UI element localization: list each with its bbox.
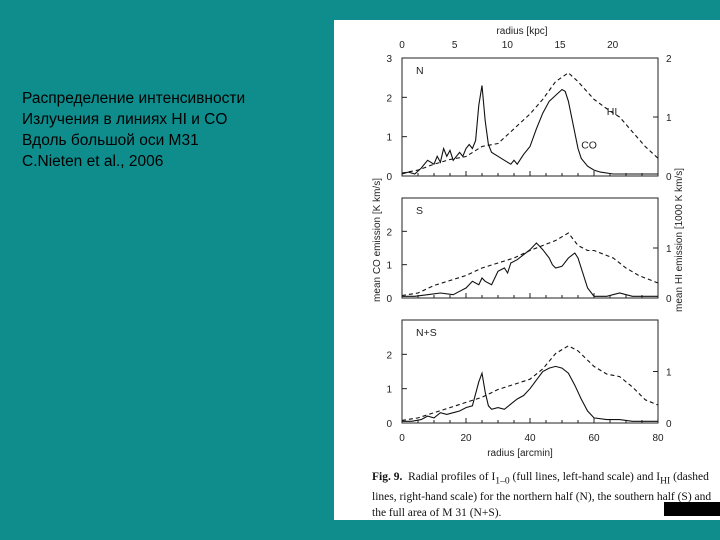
x-tick-label-3: 60 <box>588 433 600 444</box>
panel-frame-S <box>401 197 659 299</box>
y2-tick-label-N+S-0: 0 <box>666 419 672 430</box>
caption-line-2: Излучения в линиях HI и CO <box>22 111 228 128</box>
series-CO-N <box>401 85 658 175</box>
panel-frame-N+S <box>401 319 659 424</box>
caption-line-3: Вдоль большой оси M31 <box>22 132 199 149</box>
x2-axis-label: radius [kpc] <box>496 26 547 37</box>
series-CO-S <box>402 242 658 297</box>
x2-tick-label-2: 10 <box>502 40 514 51</box>
x-tick-label-2: 40 <box>524 433 536 444</box>
x2-tick-label-3: 15 <box>554 40 566 51</box>
y2-tick-label-S-0: 0 <box>666 294 672 305</box>
x-tick-label-0: 0 <box>399 433 405 444</box>
x-tick-label-1: 20 <box>460 433 472 444</box>
y-tick-label-S-2: 2 <box>386 227 392 238</box>
annotation-N-1: CO <box>581 139 597 151</box>
y-tick-label-S-1: 1 <box>386 261 392 272</box>
annotation-N-0: HI <box>607 106 618 118</box>
y-tick-label-N+S-0: 0 <box>386 419 392 430</box>
caption-part-3: (dashed lines, right-hand scale) for the… <box>372 471 712 520</box>
caption-sub-2: HI <box>660 475 671 487</box>
y-axis-label: mean CO emission [K km/s] <box>372 178 383 302</box>
y-tick-label-S-0: 0 <box>386 294 392 305</box>
series-CO-N+S <box>402 365 658 422</box>
caption-part-2: (full lines, left-hand scale) and I <box>509 471 661 483</box>
x-axis-label: radius [arcmin] <box>487 448 553 459</box>
y-tick-label-N-2: 2 <box>386 93 392 104</box>
y2-tick-label-N+S-1: 1 <box>666 368 672 379</box>
series-HI-S <box>401 232 659 297</box>
y2-tick-label-N-1: 1 <box>666 113 672 124</box>
y-tick-label-N-1: 1 <box>386 133 392 144</box>
caption-line-4: C.Nieten et al., 2006 <box>22 153 164 170</box>
series-HI-N <box>401 72 659 174</box>
panel-label-N: N <box>416 65 424 77</box>
y2-tick-label-N-2: 2 <box>666 54 672 65</box>
y2-tick-label-N-0: 0 <box>666 172 672 183</box>
caption-part-1: Radial profiles of I <box>408 471 496 483</box>
radial-profile-chart: radius [kpc]0 5 10 15 200123012NHICO01201S01… <box>372 26 685 459</box>
x2-tick-label-1: 5 <box>452 40 458 51</box>
x2-tick-label-4: 20 <box>607 40 619 51</box>
y-tick-label-N-3: 3 <box>386 54 392 65</box>
y-tick-label-N+S-1: 1 <box>386 385 392 396</box>
series-HI-N+S <box>401 345 659 421</box>
x-tick-label-4: 80 <box>652 433 664 444</box>
y-tick-label-N+S-2: 2 <box>386 350 392 361</box>
x2-tick-label-0: 0 <box>399 40 405 51</box>
caption-line-1: Распределение интенсивности <box>22 90 246 107</box>
panel-label-S: S <box>416 205 423 217</box>
black-box <box>664 502 720 516</box>
y2-tick-label-S-1: 1 <box>666 244 672 255</box>
figure-number: Fig. 9. <box>372 471 403 483</box>
caption-sub-1: 1–0 <box>495 475 510 487</box>
y2-axis-label: mean HI emission [1000 K km/s] <box>674 168 685 312</box>
y-tick-label-N-0: 0 <box>386 172 392 183</box>
panel-label-N+S: N+S <box>416 327 437 339</box>
slide-caption: Распределение интенсивности Излучения в … <box>22 88 322 172</box>
figure-panel: radius [kpc] 0 5 10 15 20 0 1 2 3 0 1 2 N HI CO 0 1 2 0 1 S 0 1… <box>334 20 720 520</box>
figure-caption: Fig. 9. Radial profiles of I1–0 (full li… <box>372 469 712 521</box>
